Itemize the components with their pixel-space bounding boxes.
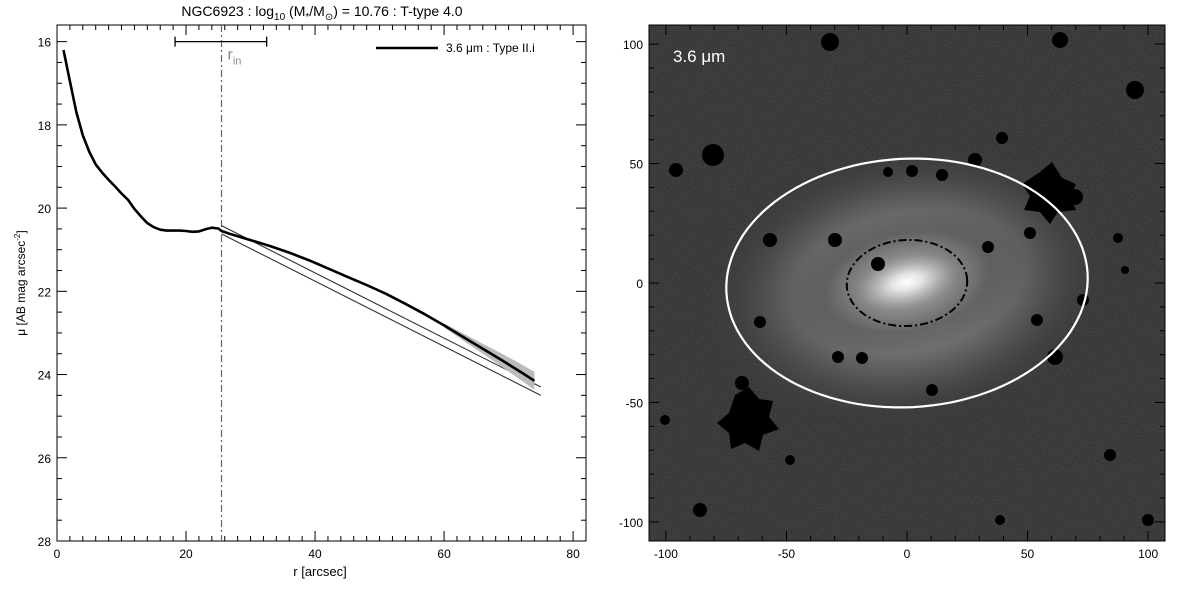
y-axis-label: μ [AB mag arcsec-2] — [13, 230, 28, 335]
y-tick-label: 22 — [38, 285, 52, 299]
x-axis-label: r [arcsec] — [293, 564, 346, 579]
axis-ticks — [56, 25, 587, 542]
y-tick-label: 20 — [38, 202, 52, 216]
y-tick-label: 26 — [38, 452, 52, 466]
image-axis-ticks — [649, 25, 1165, 541]
y-tick-label: 0 — [636, 277, 643, 291]
fit-line — [221, 233, 542, 396]
fit-lines — [221, 225, 542, 396]
y-tick-label: 28 — [38, 535, 52, 549]
r-in-range-bar — [174, 36, 268, 47]
x-tick-label: 50 — [1021, 547, 1035, 561]
y-tick-label: -100 — [619, 516, 643, 530]
band-caption: 3.6 μm — [673, 47, 725, 66]
chart-title: NGC6923 : log10 (M*/M⊙) = 10.76 : T-type… — [181, 3, 462, 23]
x-tick-label: -100 — [654, 547, 678, 561]
x-tick-label: 60 — [437, 547, 451, 561]
y-tick-label: 18 — [38, 119, 52, 133]
image-tick-labels: -100 -50 0 50 100 -100 -50 0 50 100 — [619, 38, 1158, 561]
y-tick-label: 50 — [630, 158, 644, 172]
profile-curve — [62, 49, 536, 382]
legend: 3.6 μm : Type II.i — [376, 41, 535, 55]
x-tick-label: 80 — [566, 547, 580, 561]
plot-frame — [56, 24, 587, 542]
x-tick-label: 0 — [54, 547, 61, 561]
x-tick-label: 0 — [904, 547, 911, 561]
x-tick-label: 100 — [1138, 547, 1158, 561]
x-tick-label: 40 — [308, 547, 322, 561]
y-tick-label: 24 — [38, 369, 52, 383]
y-tick-label: -50 — [626, 396, 644, 410]
profile-plot: NGC6923 : log10 (M*/M⊙) = 10.76 : T-type… — [13, 3, 587, 579]
fit-line — [221, 225, 542, 388]
galaxy-image-panel: -100 -50 0 50 100 -100 -50 0 50 100 3.6 μm — [619, 24, 1166, 561]
outer-isophote-ellipse — [725, 157, 1089, 409]
legend-label: 3.6 μm : Type II.i — [446, 41, 535, 55]
galaxy-image — [649, 25, 1165, 541]
x-tick-label: 20 — [179, 547, 193, 561]
tick-labels: 0 20 40 60 80 16 18 20 22 24 26 28 — [38, 36, 580, 561]
x-tick-label: -50 — [778, 547, 796, 561]
inner-isophote-ellipse — [845, 239, 969, 327]
masked-sources — [660, 32, 1154, 526]
r-in-label: rin — [228, 47, 242, 68]
y-tick-label: 100 — [623, 38, 643, 52]
y-tick-label: 16 — [38, 36, 52, 50]
